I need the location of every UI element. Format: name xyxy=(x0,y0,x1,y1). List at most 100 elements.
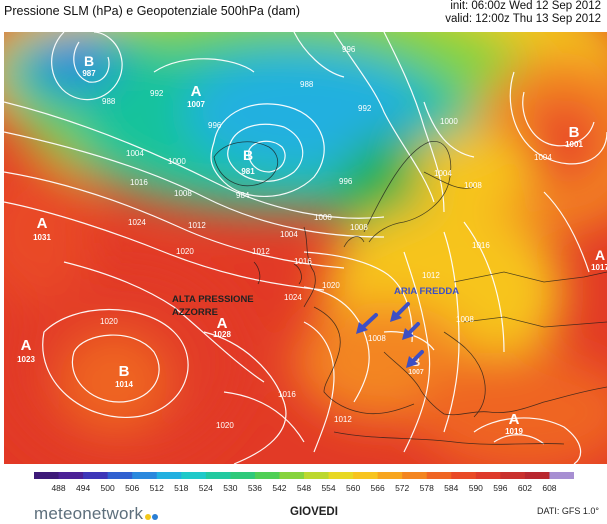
isobar-label: 1012 xyxy=(252,247,270,256)
map-title: Pressione SLM (hPa) e Geopotenziale 500h… xyxy=(4,4,300,18)
scale-swatch xyxy=(58,472,84,479)
scale-swatch xyxy=(328,472,354,479)
isobar-label: 1012 xyxy=(334,415,352,424)
scale-label: 572 xyxy=(395,483,409,493)
scale-swatch xyxy=(279,472,305,479)
isobar-label: 1016 xyxy=(278,390,296,399)
low-center: B 1001 xyxy=(565,124,583,149)
isobar-label: 1020 xyxy=(322,281,340,290)
scale-swatch xyxy=(426,472,452,479)
low-center: B 1007 xyxy=(408,355,424,376)
svg-text:B: B xyxy=(119,363,130,380)
scale-label: 494 xyxy=(76,483,90,493)
high-center: A 1031 xyxy=(33,215,51,242)
color-scale-labels: 488 494 500 506 512 518 524 530 536 542 548 554 560 5… xyxy=(51,483,556,493)
svg-text:1023: 1023 xyxy=(17,355,35,364)
svg-text:A: A xyxy=(37,215,48,232)
scale-label: 542 xyxy=(272,483,286,493)
scale-label: 554 xyxy=(321,483,335,493)
scale-swatch xyxy=(132,472,158,479)
isobar-label: 1004 xyxy=(534,153,552,162)
isobar-label: 1020 xyxy=(216,421,234,430)
color-field xyxy=(4,32,607,464)
scale-label: 512 xyxy=(150,483,164,493)
isobar-label: 1012 xyxy=(188,221,206,230)
scale-label: 518 xyxy=(174,483,188,493)
scale-swatch xyxy=(524,472,550,479)
cold-air-arrows xyxy=(356,302,424,368)
svg-text:1007: 1007 xyxy=(408,369,424,376)
svg-text:A: A xyxy=(509,411,520,428)
color-scale-bars xyxy=(34,472,574,479)
isobar-label: 1008 xyxy=(456,315,474,324)
isobar-label: 1008 xyxy=(464,181,482,190)
isobar-label: 984 xyxy=(236,191,250,200)
color-scale: 488 494 500 506 512 518 524 530 536 542 548 554 560 5… xyxy=(34,472,574,493)
svg-text:A: A xyxy=(595,247,605,263)
svg-text:1001: 1001 xyxy=(565,140,583,149)
isobar-label: 996 xyxy=(342,45,356,54)
logo: meteonetwork xyxy=(34,504,159,524)
scale-swatch xyxy=(549,472,574,479)
cold-air-annotation: ARIA FREDDA xyxy=(394,286,459,297)
scale-swatch xyxy=(254,472,280,479)
pressure-centers: A 1031 A 1023 A 1028 B 1014 A 1007 B 100… xyxy=(17,53,607,436)
scale-swatch xyxy=(156,472,182,479)
scale-label: 596 xyxy=(493,483,507,493)
isobar-label: 1012 xyxy=(422,271,440,280)
isobar-label: 1024 xyxy=(284,293,302,302)
isobar-label: 1016 xyxy=(472,241,490,250)
isobar-label: 1008 xyxy=(174,189,192,198)
low-center: B 1014 xyxy=(115,363,133,389)
svg-text:A: A xyxy=(21,337,32,354)
scale-swatch xyxy=(402,472,428,479)
high-center: A 1028 xyxy=(213,315,231,339)
svg-text:1031: 1031 xyxy=(33,233,51,242)
logo-text: meteonetwork xyxy=(34,504,144,523)
svg-text:981: 981 xyxy=(241,167,255,176)
svg-text:A: A xyxy=(217,315,228,332)
svg-text:AZZORRE: AZZORRE xyxy=(172,307,218,318)
high-center: A 1017 xyxy=(591,247,607,272)
scale-swatch xyxy=(83,472,109,479)
isobar-label: 1016 xyxy=(294,257,312,266)
isobar-label: 1004 xyxy=(434,169,452,178)
scale-swatch xyxy=(377,472,403,479)
isobar-label: 988 xyxy=(102,97,116,106)
isobar-label: 1016 xyxy=(130,178,148,187)
isobar-label: 1008 xyxy=(368,334,386,343)
svg-text:1014: 1014 xyxy=(115,380,133,389)
init-time: init: 06:00z Wed 12 Sep 2012 xyxy=(450,0,601,12)
isobar-label: 1004 xyxy=(280,230,298,239)
scale-label: 584 xyxy=(444,483,458,493)
low-center: B 981 xyxy=(241,147,255,176)
logo-dots xyxy=(145,505,159,524)
scale-swatch xyxy=(34,472,60,479)
high-center: A 1023 xyxy=(17,337,35,364)
scale-swatch xyxy=(353,472,379,479)
isobar-label: 988 xyxy=(300,80,314,89)
scale-swatch xyxy=(475,472,501,479)
svg-text:B: B xyxy=(412,355,421,369)
isobar-label: 1008 xyxy=(350,223,368,232)
isobar-label: 992 xyxy=(358,104,372,113)
svg-text:1017: 1017 xyxy=(591,263,607,272)
low-center: B 987 xyxy=(82,53,96,78)
isobar-label: 1000 xyxy=(440,117,458,126)
svg-text:1007: 1007 xyxy=(187,100,205,109)
isobar-label: 996 xyxy=(208,121,222,130)
scale-label: 602 xyxy=(518,483,532,493)
isobar-lines xyxy=(4,32,607,464)
scale-label: 560 xyxy=(346,483,360,493)
isobar-label: 1000 xyxy=(314,213,332,222)
scale-label: 566 xyxy=(371,483,385,493)
isobar-label: 1020 xyxy=(176,247,194,256)
scale-label: 608 xyxy=(542,483,556,493)
svg-text:987: 987 xyxy=(82,69,96,78)
scale-label: 530 xyxy=(223,483,237,493)
isobar-label: 1004 xyxy=(126,149,144,158)
scale-label: 488 xyxy=(51,483,65,493)
svg-text:B: B xyxy=(569,124,580,141)
geopotential-map: 988 1004 1000 1016 1008 1012 1024 1020 9… xyxy=(4,32,607,464)
